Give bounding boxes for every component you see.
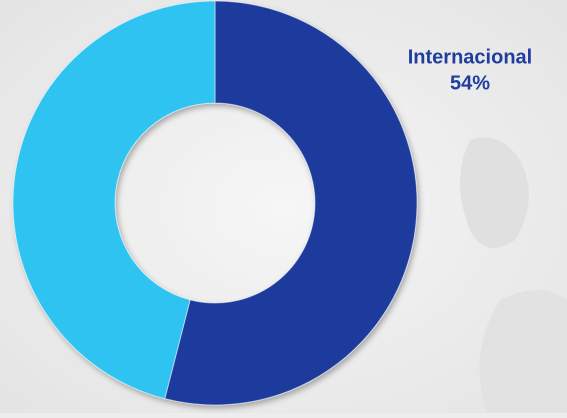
map-shape: [460, 137, 529, 248]
segment-label: Internacional: [408, 46, 532, 68]
donut: [12, 0, 418, 406]
map-shape: [479, 290, 567, 413]
segment-value-label: 54%: [450, 72, 490, 94]
donut-segment: [12, 0, 216, 400]
donut-segment: [164, 0, 418, 406]
